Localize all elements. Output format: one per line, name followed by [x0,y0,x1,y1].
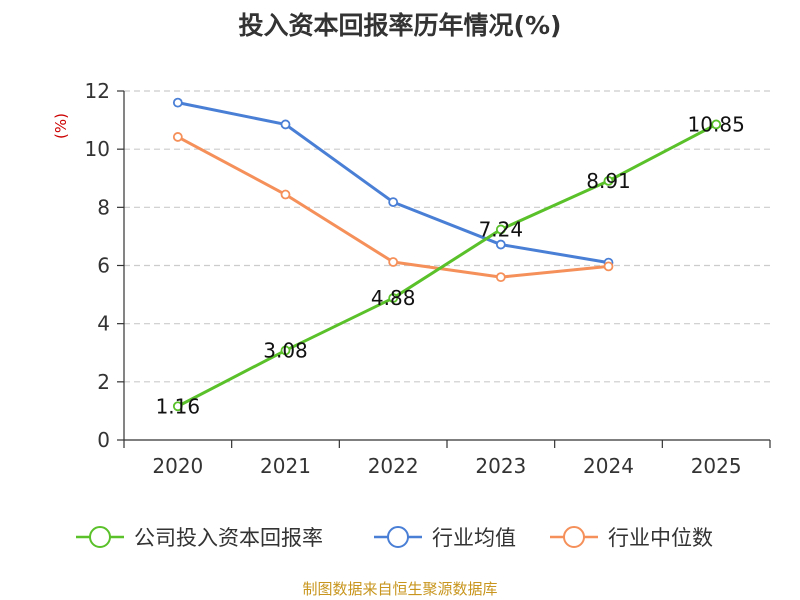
x-tick-label: 2020 [152,454,203,478]
chart-title: 投入资本回报率历年情况(%) [239,11,562,40]
data-label: 3.08 [263,338,308,362]
y-axis-unit-label: (%) [52,113,70,139]
data-point-0 [172,401,183,412]
data-point-2 [495,272,506,283]
data-label: 1.16 [156,394,201,418]
data-point-1 [388,197,399,207]
data-label: 7.24 [479,217,524,241]
x-tick-label: 2021 [260,454,311,478]
data-label-layer: 1.16 3.08 4.88 7.24 8.91 10.85 [156,112,745,418]
x-tick-label: 2025 [691,454,742,478]
y-tick-label: 0 [97,428,110,452]
data-point-0 [711,119,722,130]
legend-marker [563,526,585,548]
source-note: 制图数据来自恒生聚源数据库 [302,580,497,598]
legend-label: 行业中位数 [608,526,713,550]
data-label: 8.91 [586,169,631,193]
data-point-1 [172,97,183,108]
data-point-2 [388,257,399,267]
data-label: 10.85 [688,112,745,136]
legend-marker [89,526,111,548]
data-point-1 [280,119,291,130]
y-tick-label: 4 [97,312,110,336]
legend-marker [387,526,409,548]
y-tick-label: 2 [97,370,110,394]
grid-layer [124,90,770,383]
data-point-0 [603,175,614,186]
y-tick-label: 12 [85,79,110,103]
x-tick-label: 2022 [368,454,419,478]
x-tick-label: 2023 [475,454,526,478]
data-point-2 [172,132,183,142]
data-point-0 [388,293,399,303]
data-label: 4.88 [371,286,416,310]
y-tick-label: 6 [97,254,110,278]
series-line-2 [177,135,609,279]
y-tick-label: 8 [97,195,110,219]
legend-label: 公司投入资本回报率 [134,526,323,550]
data-point-2 [603,261,614,272]
legend-label: 行业均值 [432,526,516,550]
x-tick-label: 2024 [583,454,634,478]
data-point-2 [280,189,291,200]
series-layer [172,97,722,412]
data-point-1 [495,239,506,250]
series-line-1 [177,101,609,265]
axis-layer: 0 2 4 6 8 10 12 2020 2021 2022 2023 2024 2025 [85,79,771,478]
y-tick-label: 10 [85,137,110,161]
legend: 公司投入资本回报率 行业均值 行业中位数 [76,526,713,550]
series-line-0 [177,123,717,408]
data-point-0 [280,345,291,356]
data-point-0 [495,224,506,235]
